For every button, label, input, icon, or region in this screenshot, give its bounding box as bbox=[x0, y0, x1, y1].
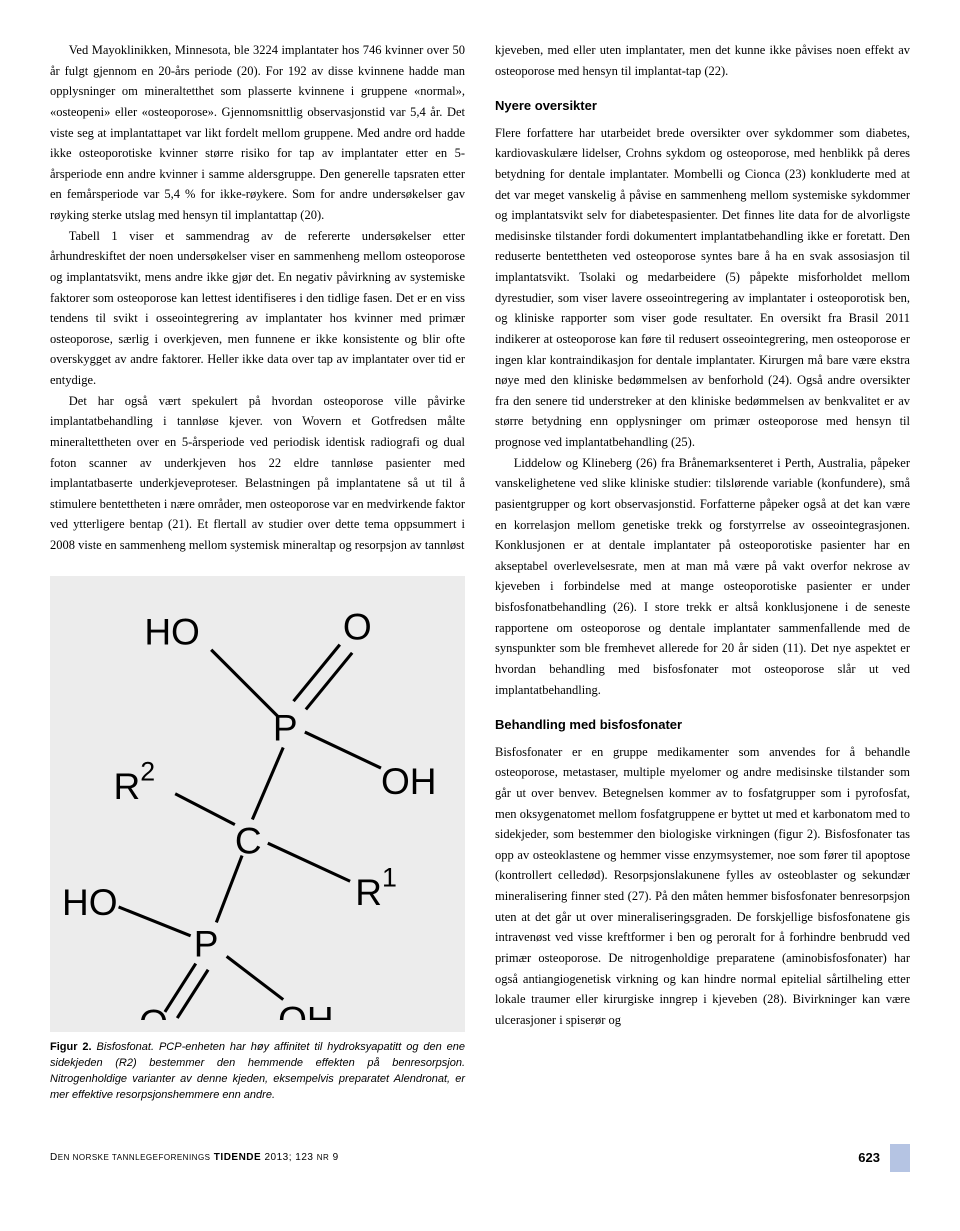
chem-OH-right: OH bbox=[381, 759, 437, 801]
footer: DEN NORSKE TANNLEGEFORENINGS TIDENDE 201… bbox=[50, 1144, 910, 1172]
heading-nyere: Nyere oversikter bbox=[495, 95, 910, 116]
chem-OH-bottom: OH bbox=[278, 998, 334, 1020]
footer-nr: NR bbox=[317, 1153, 330, 1162]
chem-P-right: P bbox=[273, 706, 298, 748]
footer-text2: 2013; 123 bbox=[261, 1152, 317, 1163]
chem-R2: R2 bbox=[113, 756, 155, 807]
chem-HO-left: HO bbox=[62, 881, 118, 923]
heading-behandling: Behandling med bisfosfonater bbox=[495, 714, 910, 735]
left-column: Ved Mayoklinikken, Minnesota, ble 3224 i… bbox=[50, 40, 465, 1114]
page-number: 623 bbox=[858, 1150, 880, 1165]
footer-left: DEN NORSKE TANNLEGEFORENINGS TIDENDE 201… bbox=[50, 1152, 339, 1163]
caption-label: Figur 2. bbox=[50, 1041, 92, 1053]
chem-P-bottom: P bbox=[194, 922, 219, 964]
footer-right: 623 bbox=[858, 1144, 910, 1172]
right-column: kjeveben, med eller uten implantater, me… bbox=[495, 40, 910, 1114]
footer-prefix: D bbox=[50, 1152, 58, 1163]
footer-issue: 9 bbox=[329, 1152, 338, 1163]
left-p2: Tabell 1 viser et sammendrag av de refer… bbox=[50, 226, 465, 391]
chem-HO-top: HO bbox=[144, 610, 200, 652]
chem-C: C bbox=[235, 819, 262, 861]
right-p4: Bisfosfonater er en gruppe medikamenter … bbox=[495, 742, 910, 1031]
caption-text: Bisfosfonat. PCP-enheten har høy affinit… bbox=[50, 1041, 465, 1101]
chem-O-bottom: O bbox=[139, 1001, 168, 1020]
right-p2: Flere forfattere har utarbeidet brede ov… bbox=[495, 123, 910, 453]
chem-O-top: O bbox=[343, 605, 372, 647]
left-p1: Ved Mayoklinikken, Minnesota, ble 3224 i… bbox=[50, 40, 465, 226]
footer-text1: EN NORSKE TANNLEGEFORENINGS bbox=[58, 1153, 211, 1162]
blue-box-decoration bbox=[890, 1144, 910, 1172]
chemical-structure-svg: HO O P OH R2 C R1 HO P O OH bbox=[62, 588, 453, 1020]
right-p3: Liddelow og Klineberg (26) fra Brånemark… bbox=[495, 453, 910, 701]
footer-journal: TIDENDE bbox=[211, 1152, 262, 1163]
figure-box: HO O P OH R2 C R1 HO P O OH bbox=[50, 576, 465, 1032]
right-p1: kjeveben, med eller uten implantater, me… bbox=[495, 40, 910, 81]
page-content: Ved Mayoklinikken, Minnesota, ble 3224 i… bbox=[50, 40, 910, 1114]
chem-R1: R1 bbox=[355, 862, 397, 913]
figure-caption: Figur 2. Bisfosfonat. PCP-enheten har hø… bbox=[50, 1040, 465, 1104]
left-p3: Det har også vært spekulert på hvordan o… bbox=[50, 391, 465, 556]
